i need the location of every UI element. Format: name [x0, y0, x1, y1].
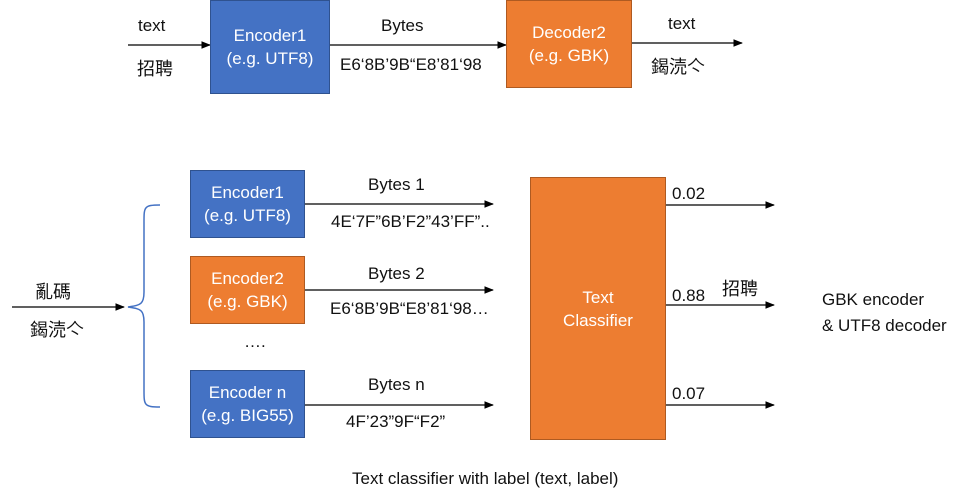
encoder-2-example: (e.g. GBK) [207, 292, 288, 311]
encoder-2-box: Encoder2 (e.g. GBK) [190, 256, 305, 324]
classifier-name-line2: Classifier [563, 310, 633, 330]
encoder-n-name: Encoder n [208, 383, 287, 402]
bytes-1-value: 4E‘7F”6B’F2”43’FF”.. [331, 212, 490, 231]
top-encoder-name: Encoder1 [233, 26, 307, 45]
top-decoder-box: Decoder2 (e.g. GBK) [506, 0, 632, 88]
text-classifier-box: Text Classifier [530, 177, 666, 440]
score-1: 0.02 [672, 184, 706, 203]
top-encoder-box: Encoder1 (e.g. UTF8) [210, 0, 330, 94]
top-input-label: text [138, 16, 166, 35]
bytes-1-label: Bytes 1 [368, 175, 425, 194]
score-3: 0.07 [672, 384, 706, 403]
encoder-n-example: (e.g. BIG55) [201, 406, 294, 425]
encoder-2-name: Encoder2 [211, 269, 284, 288]
top-output-chars: 鍻涜亽 [651, 57, 705, 78]
encoders-ellipsis: …. [244, 332, 266, 351]
result-line-2: & UTF8 decoder [822, 316, 947, 335]
encoder-1-example: (e.g. UTF8) [204, 206, 291, 225]
diagram-caption: Text classifier with label (text, label) [352, 469, 619, 488]
bottom-input-chars-2: 鍻涜亽 [30, 320, 84, 341]
predicted-text: 招聘 [722, 279, 758, 300]
top-bytes-value: E6‘8B’9B“E8’81‘98 [340, 55, 482, 74]
top-decoder-example: (e.g. GBK) [528, 46, 610, 65]
encoder-1-box: Encoder1 (e.g. UTF8) [190, 170, 305, 238]
left-brace [127, 204, 161, 408]
bytes-n-label: Bytes n [368, 375, 425, 394]
score-2: 0.88 [672, 286, 706, 305]
bytes-n-value: 4F’23”9F“F2” [346, 412, 446, 431]
encoder-1-name: Encoder1 [211, 183, 284, 202]
top-encoder-example: (e.g. UTF8) [226, 49, 314, 68]
encoder-n-box: Encoder n (e.g. BIG55) [190, 370, 305, 438]
result-line-1: GBK encoder [822, 290, 925, 309]
top-bytes-label: Bytes [381, 16, 424, 35]
bytes-2-label: Bytes 2 [368, 264, 425, 283]
top-decoder-name: Decoder2 [532, 23, 606, 42]
bottom-input-chars-1: 亂碼 [35, 282, 71, 303]
bytes-2-value: E6‘8B’9B“E8’81‘98… [330, 299, 489, 318]
top-input-chars: 招聘 [137, 59, 173, 80]
classifier-name-line1: Text [582, 287, 614, 307]
top-output-label: text [668, 14, 696, 33]
